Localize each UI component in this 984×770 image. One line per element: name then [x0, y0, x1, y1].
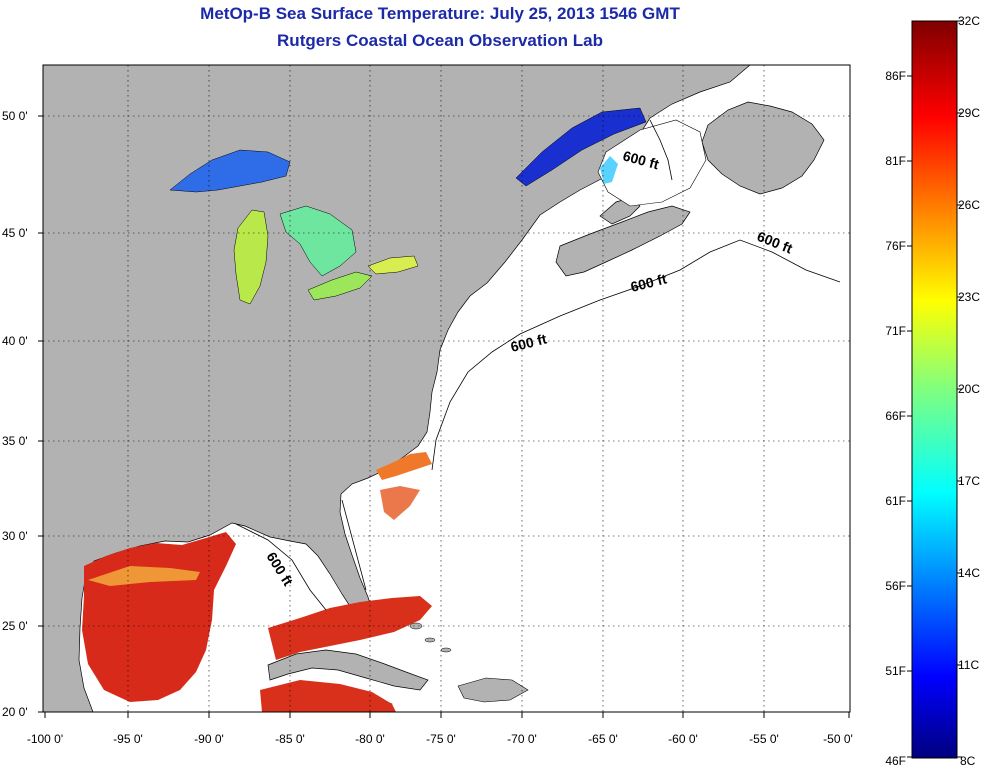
colorbar-celsius-label: 8C — [960, 754, 976, 768]
colorbar-celsius-label: 29C — [958, 106, 980, 120]
colorbar-celsius-label: 17C — [958, 474, 980, 488]
y-axis: 50 0' 45 0' 40 0' 35 0' 30 0' 25 0' 20 0… — [2, 109, 43, 719]
colorbar-celsius-label: 32C — [958, 14, 980, 28]
y-tick-label: 45 0' — [2, 226, 28, 240]
colorbar-gradient — [911, 20, 958, 759]
colorbar: 32C 29C 26C 23C 20C 17C 14C 11C 8C 86F 8… — [885, 14, 980, 768]
lake-michigan — [233, 209, 269, 305]
colorbar-fahrenheit-label: 81F — [885, 154, 906, 168]
map-subtitle: Rutgers Coastal Ocean Observation Lab — [277, 31, 603, 50]
x-tick-label: -75 0' — [426, 732, 456, 746]
colorbar-fahrenheit-label: 66F — [885, 409, 906, 423]
colorbar-fahrenheit-label: 71F — [885, 324, 906, 338]
y-tick-label: 40 0' — [2, 334, 28, 348]
y-tick-label: 20 0' — [2, 705, 28, 719]
st-lawrence-estuary — [515, 107, 647, 187]
hispaniola-land — [457, 677, 529, 703]
x-tick-label: -55 0' — [749, 732, 779, 746]
lake-erie — [307, 271, 373, 301]
caribbean-sst — [268, 596, 432, 660]
lake-huron — [279, 205, 357, 277]
colorbar-fahrenheit-label: 61F — [885, 494, 906, 508]
carolina-coast-sst — [376, 452, 432, 480]
colorbar-fahrenheit-label: 76F — [885, 239, 906, 253]
map-frame — [42, 64, 851, 713]
map-title: MetOp-B Sea Surface Temperature: July 25… — [200, 4, 680, 23]
isobath-600ft — [235, 119, 841, 611]
lake-ontario — [367, 255, 419, 275]
colorbar-fahrenheit-label: 86F — [885, 69, 906, 83]
y-tick-label: 30 0' — [2, 529, 28, 543]
y-tick-label: 50 0' — [2, 109, 28, 123]
x-tick-label: -95 0' — [113, 732, 143, 746]
colorbar-celsius-label: 23C — [958, 290, 980, 304]
florida-atlantic-sst — [380, 486, 420, 520]
gulf-yellow-patches — [88, 566, 200, 586]
lake-superior — [169, 149, 291, 193]
maritimes-land — [555, 205, 691, 277]
gulf-st-lawrence — [597, 119, 707, 207]
x-tick-label: -65 0' — [588, 732, 618, 746]
cuba-land — [267, 649, 429, 691]
colorbar-celsius-label: 20C — [958, 382, 980, 396]
newfoundland-land — [701, 101, 825, 195]
x-tick-label: -85 0' — [275, 732, 305, 746]
x-tick-label: -80 0' — [355, 732, 385, 746]
colorbar-fahrenheit-label: 46F — [885, 754, 906, 768]
south-caribbean-sst — [260, 680, 396, 712]
colorbar-celsius-label: 26C — [958, 198, 980, 212]
x-tick-label: -50 0' — [823, 732, 853, 746]
st-lawrence-shelf — [600, 156, 618, 184]
colorbar-celsius-label: 14C — [958, 566, 980, 580]
x-tick-label: -70 0' — [507, 732, 537, 746]
x-tick-label: -60 0' — [668, 732, 698, 746]
x-tick-label: -100 0' — [27, 732, 63, 746]
colorbar-fahrenheit-label: 51F — [885, 664, 906, 678]
y-tick-label: 35 0' — [2, 434, 28, 448]
y-tick-label: 25 0' — [2, 619, 28, 633]
x-tick-label: -90 0' — [194, 732, 224, 746]
colorbar-celsius-label: 11C — [958, 658, 979, 672]
x-axis: -100 0' -95 0' -90 0' -85 0' -80 0' -75 … — [27, 712, 853, 746]
colorbar-fahrenheit-label: 56F — [885, 579, 906, 593]
